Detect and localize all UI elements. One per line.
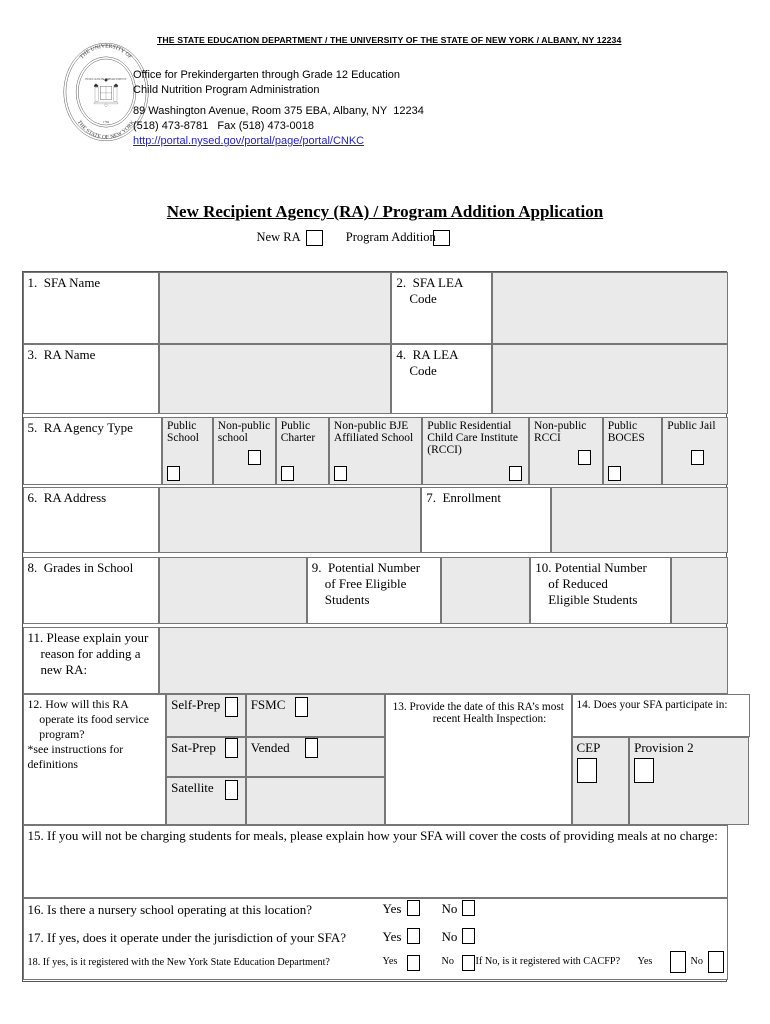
svg-text:1784: 1784 — [103, 120, 110, 124]
svg-text:THE UNIVERSITY OF: THE UNIVERSITY OF — [79, 44, 133, 61]
